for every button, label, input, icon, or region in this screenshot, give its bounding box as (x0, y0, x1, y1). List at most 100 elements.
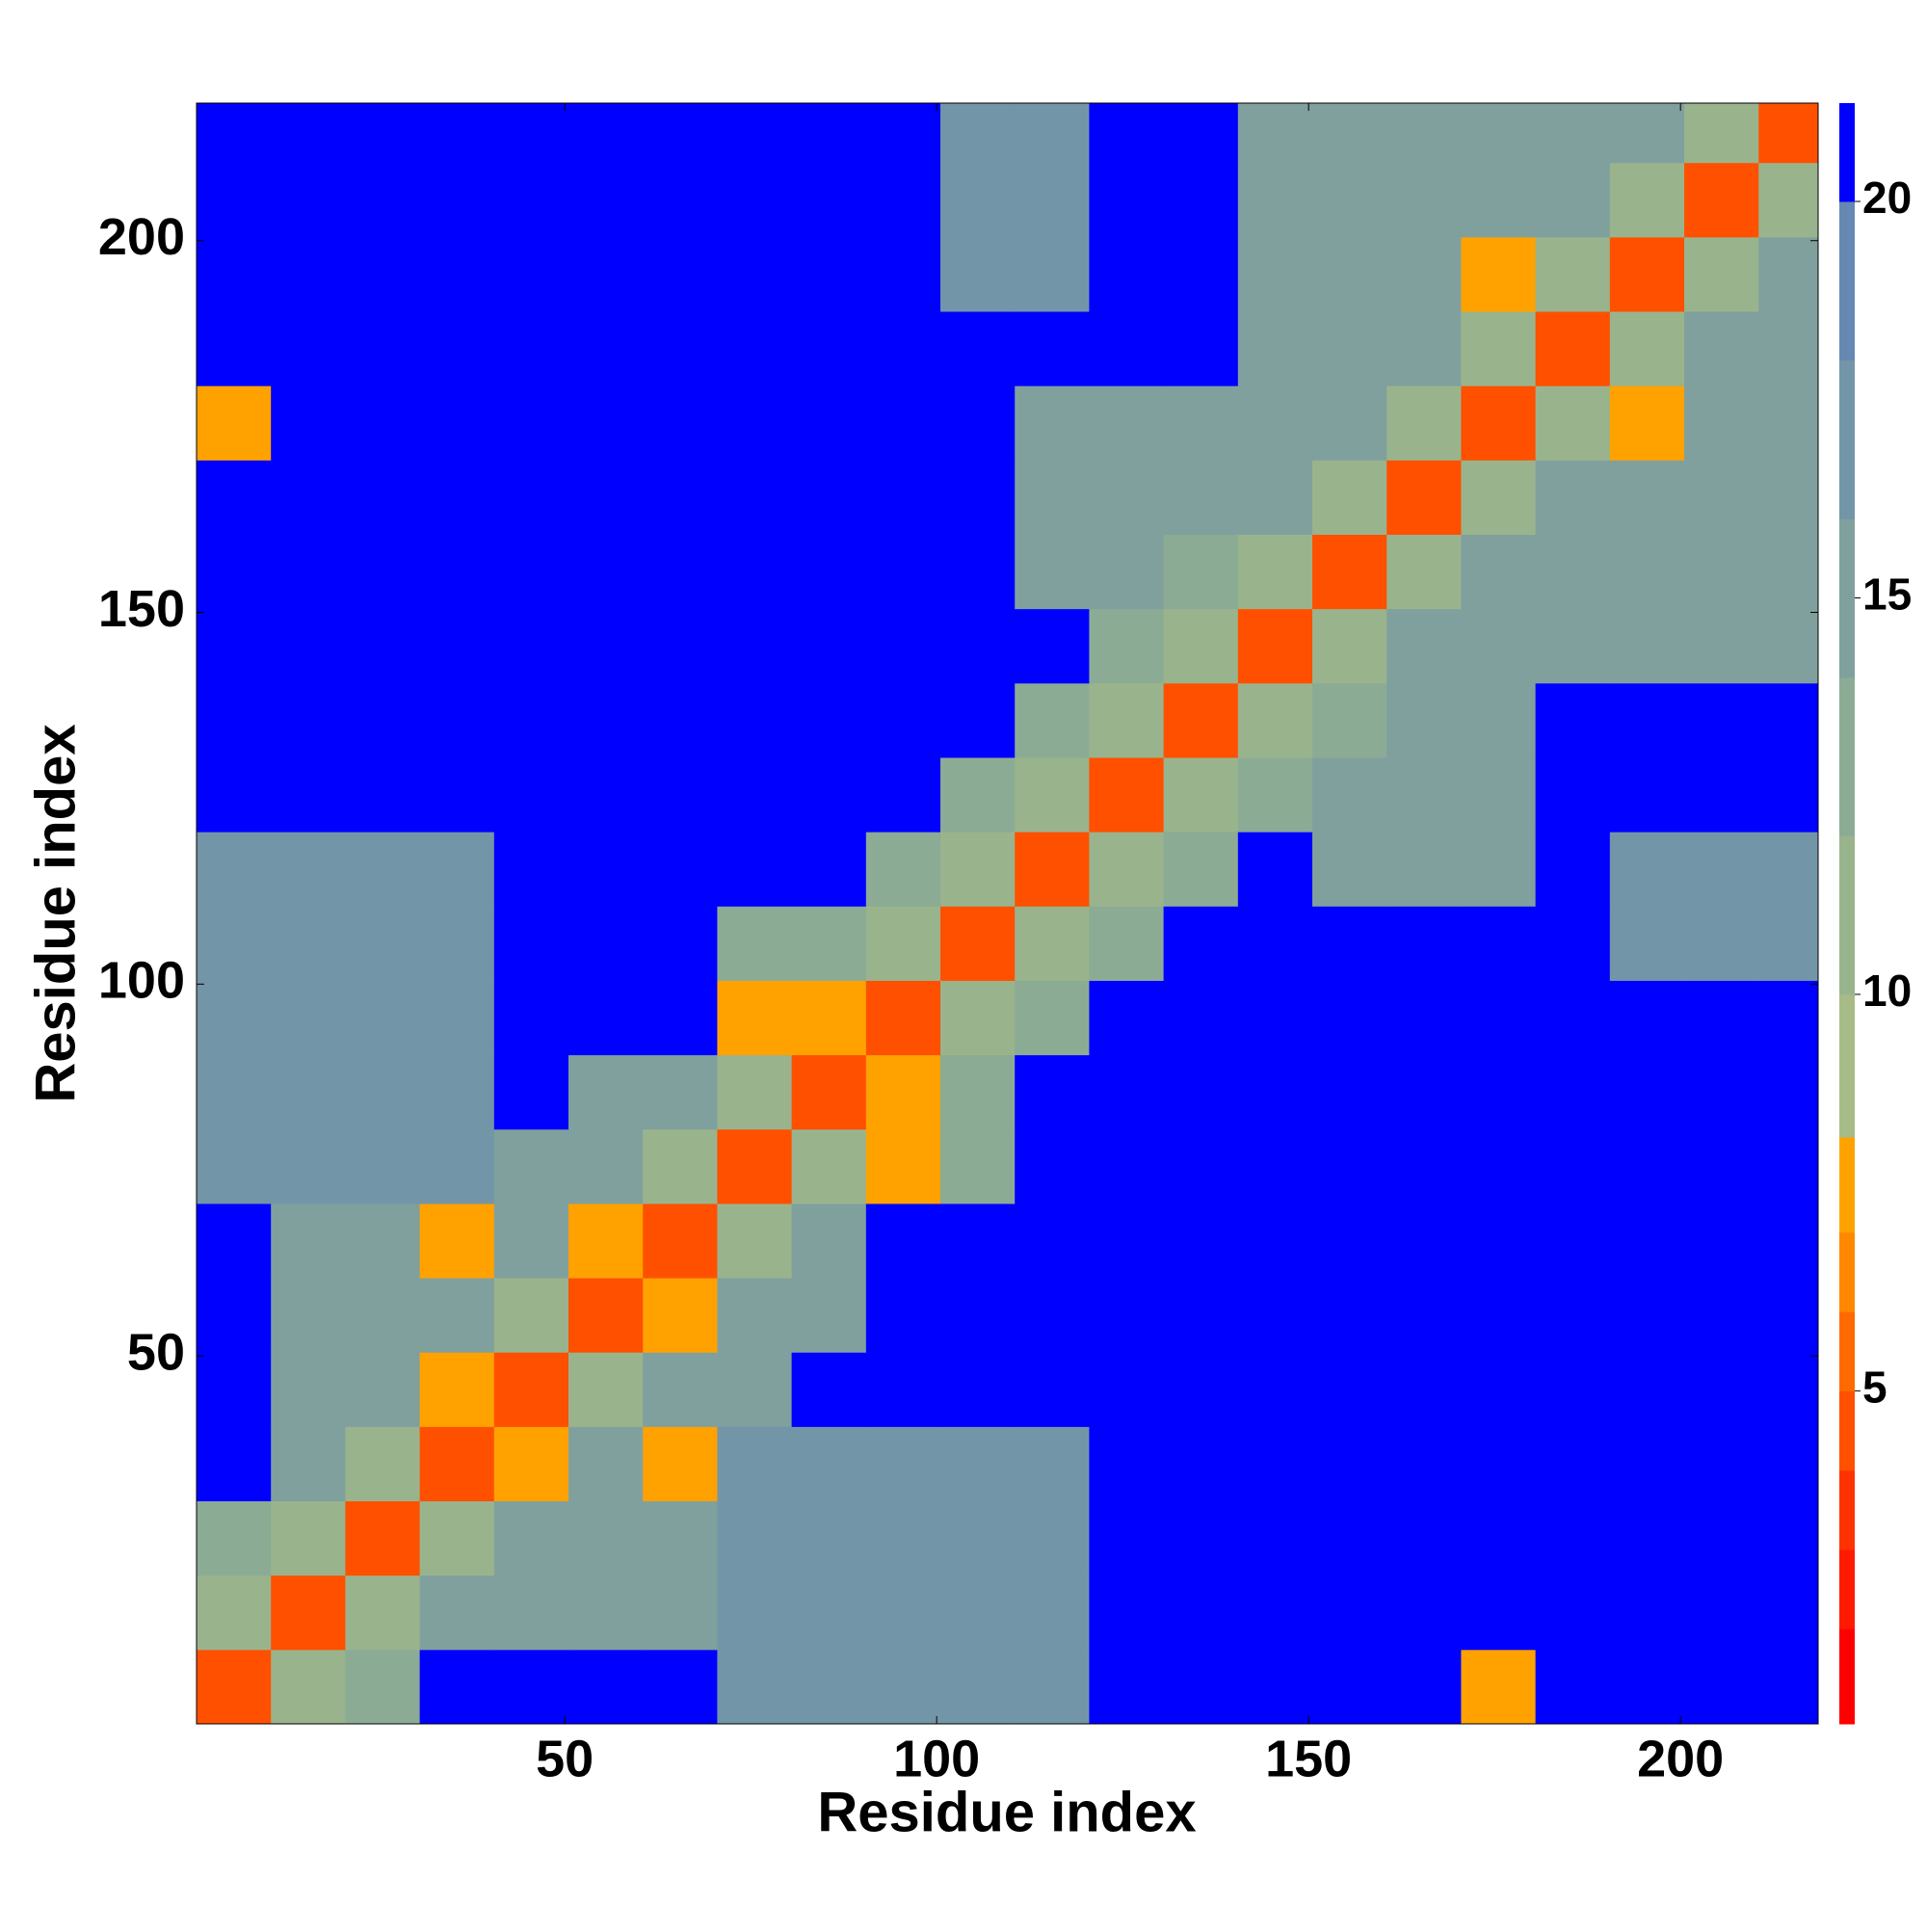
heatmap-cell (940, 682, 1016, 758)
heatmap-cell (1684, 534, 1759, 610)
heatmap-cell (493, 1575, 569, 1651)
heatmap-cell (1015, 534, 1090, 610)
heatmap-cell (717, 682, 793, 758)
heatmap-cell (1237, 1649, 1313, 1725)
heatmap-cell (1609, 906, 1685, 981)
heatmap-cell (865, 1203, 941, 1279)
heatmap-cell (1015, 980, 1090, 1056)
plot-frame (196, 102, 1819, 1725)
heatmap-cell (1609, 608, 1685, 684)
heatmap-cell (1461, 1203, 1537, 1279)
heatmap-cell (1089, 534, 1165, 610)
heatmap-cell (940, 385, 1016, 461)
x-axis-label: Residue index (817, 1781, 1196, 1843)
heatmap-cell (197, 311, 272, 386)
heatmap-cell (568, 608, 644, 684)
heatmap-cell (1684, 980, 1759, 1056)
heatmap-cell (1386, 682, 1462, 758)
heatmap-cell (865, 832, 941, 907)
heatmap-cell (345, 311, 421, 386)
heatmap-cell (1015, 1352, 1090, 1427)
colorbar-level (1839, 1311, 1855, 1391)
heatmap-cell (1535, 1500, 1611, 1576)
heatmap-cell (1237, 1575, 1313, 1651)
heatmap-cell (1312, 1649, 1387, 1725)
heatmap-cell (419, 1500, 495, 1576)
heatmap-cell (1461, 980, 1537, 1056)
heatmap-cell (197, 460, 272, 536)
heatmap-cell (1758, 162, 1819, 238)
heatmap-cell (568, 1352, 644, 1427)
heatmap-cell (1312, 1278, 1387, 1353)
heatmap-cell (1758, 1128, 1819, 1204)
heatmap-cell (271, 1352, 346, 1427)
heatmap-cell (1758, 1649, 1819, 1725)
heatmap-cell (1163, 1575, 1239, 1651)
heatmap-cell (1089, 1500, 1165, 1576)
heatmap-cell (1461, 682, 1537, 758)
heatmap-cell (493, 682, 569, 758)
heatmap-cell (568, 1203, 644, 1279)
heatmap-cell (493, 1054, 569, 1130)
heatmap-cell (865, 1575, 941, 1651)
heatmap-cell (1312, 1352, 1387, 1427)
heatmap-cell (197, 385, 272, 461)
heatmap-cell (1089, 460, 1165, 536)
heatmap-cell (1015, 832, 1090, 907)
heatmap-cell (791, 311, 867, 386)
heatmap-cell (1386, 1500, 1462, 1576)
heatmap-cell (568, 460, 644, 536)
heatmap-cell (865, 1128, 941, 1204)
heatmap-cell (643, 534, 718, 610)
heatmap-cell (1758, 608, 1819, 684)
heatmap-cell (865, 608, 941, 684)
heatmap-cell (865, 1426, 941, 1502)
heatmap-cell (1758, 832, 1819, 907)
heatmap-cell (791, 1426, 867, 1502)
heatmap-cell (197, 1649, 272, 1725)
heatmap-cell (791, 1054, 867, 1130)
heatmap-cell (791, 1278, 867, 1353)
heatmap-cell (1609, 1203, 1685, 1279)
heatmap-cell (717, 1278, 793, 1353)
heatmap-cell (1386, 756, 1462, 833)
heatmap-cell (419, 311, 495, 386)
heatmap-cell (643, 1203, 718, 1279)
heatmap-cell (1015, 103, 1090, 164)
heatmap-cell (791, 1575, 867, 1651)
heatmap-cell (1089, 103, 1165, 164)
heatmap-cell (1758, 311, 1819, 386)
heatmap-cell (1609, 1128, 1685, 1204)
heatmap-cell (791, 980, 867, 1056)
heatmap-cell (271, 1128, 346, 1204)
heatmap-cell (1535, 162, 1611, 238)
x-tick-label: 50 (536, 1730, 594, 1787)
heatmap-cell (1609, 1575, 1685, 1651)
heatmap-cell (419, 1426, 495, 1502)
heatmap-cell (1684, 832, 1759, 907)
heatmap-cell (493, 1352, 569, 1427)
heatmap-cell (865, 1352, 941, 1427)
heatmap-cell (791, 385, 867, 461)
heatmap-cell (419, 1575, 495, 1651)
colorbar-tick-label: 10 (1862, 966, 1912, 1016)
heatmap-cell (568, 832, 644, 907)
heatmap-cell (1386, 385, 1462, 461)
heatmap-cell (568, 1054, 644, 1130)
heatmap-cell (197, 1426, 272, 1502)
heatmap-cell (940, 980, 1016, 1056)
heatmap-cell (940, 1500, 1016, 1576)
heatmap-cell (1758, 103, 1819, 164)
heatmap-cell (1312, 103, 1387, 164)
heatmap-cell (1015, 906, 1090, 981)
heatmap-cell (1461, 1500, 1537, 1576)
heatmap-cell (493, 1649, 569, 1725)
heatmap-cell (1386, 1203, 1462, 1279)
heatmap-cell (1386, 1054, 1462, 1130)
heatmap-cell (1461, 1054, 1537, 1130)
heatmap-cell (1461, 906, 1537, 981)
heatmap-cell (717, 311, 793, 386)
heatmap-cell (1461, 1128, 1537, 1204)
heatmap-cell (1089, 1426, 1165, 1502)
heatmap-cell (1312, 162, 1387, 238)
